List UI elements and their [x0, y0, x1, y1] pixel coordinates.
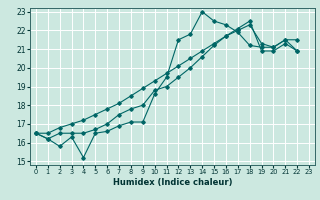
X-axis label: Humidex (Indice chaleur): Humidex (Indice chaleur): [113, 178, 232, 187]
